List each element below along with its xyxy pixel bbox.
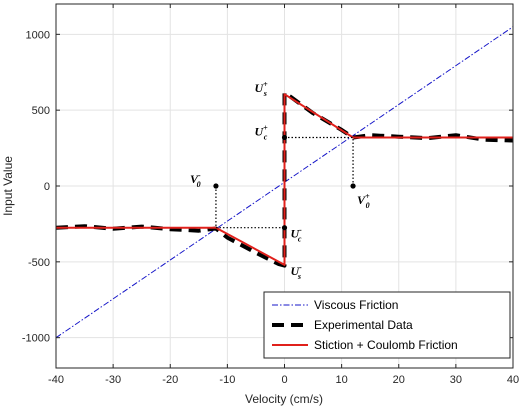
reference-point	[213, 183, 219, 189]
legend-entry: Experimental Data	[314, 318, 413, 332]
annotation-label: U+ s	[255, 80, 269, 98]
y-tick-label: -500	[28, 257, 50, 269]
annotation-label: V+ 0	[357, 192, 370, 210]
annotations: U+ s U+ c V-0 V+ 0 U-c U-s	[190, 80, 370, 281]
annotation-label: U-s	[291, 263, 303, 281]
y-tick-label: 1000	[26, 29, 50, 41]
legend-entry: Viscous Friction	[314, 298, 398, 312]
y-axis-label: Input Value	[1, 156, 15, 216]
x-tick-label: -40	[48, 374, 64, 386]
legend-box	[263, 291, 511, 359]
x-axis-label: Velocity (cm/s)	[245, 392, 323, 406]
x-tick-label: -30	[105, 374, 121, 386]
x-tick-label: 20	[393, 374, 405, 386]
x-tick-label: 10	[336, 374, 348, 386]
reference-lines	[213, 134, 356, 231]
annotation-label: U-c	[291, 226, 303, 244]
legend-entry: Stiction + Coulomb Friction	[314, 338, 458, 352]
legend: Viscous Friction Experimental Data Stictio…	[263, 291, 511, 359]
reference-point	[281, 225, 288, 231]
series-layer	[55, 26, 514, 339]
x-tick-label: 0	[281, 374, 287, 386]
x-tick-label: 40	[507, 374, 519, 386]
plot-frame	[55, 3, 514, 369]
series-stiction-coulomb-friction-line	[56, 93, 513, 266]
annotation-label: V-0	[190, 171, 201, 189]
reference-point	[350, 183, 356, 189]
x-tick-label: -10	[219, 374, 235, 386]
annotation-label: U+ c	[255, 123, 269, 141]
x-tick-label: -20	[162, 374, 178, 386]
y-tick-label: 0	[44, 181, 50, 193]
reference-point	[281, 134, 288, 141]
x-tick-label: 30	[450, 374, 462, 386]
y-tick-label: -1000	[22, 333, 50, 345]
axes: -40 -30 -20 -10 0 10 20 30 40 -1000 -500 0 500 1000	[22, 3, 519, 386]
y-tick-label: 500	[32, 105, 50, 117]
